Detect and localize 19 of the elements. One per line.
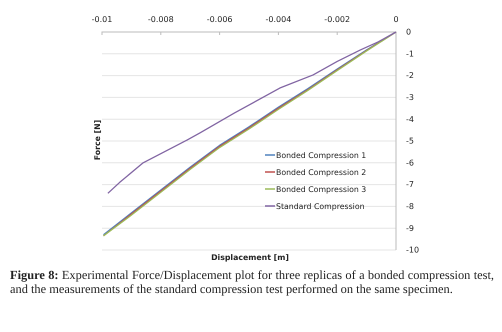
y-tick-label: -1 (406, 49, 414, 58)
caption: Figure 8: Experimental Force/Displacement plot for three replicas of a bonded compression test, and the measurements of the standard compression test performed on the same specimen. (10, 268, 494, 296)
y-tick-label: -2 (406, 71, 414, 80)
x-tick-label: -0.002 (324, 15, 350, 24)
y-tick-label: -9 (406, 224, 414, 233)
y-tick-label: -10 (406, 246, 420, 255)
x-tick-label: -0.008 (148, 15, 174, 24)
x-tick-label: 0 (393, 15, 399, 24)
y-tick-label: -5 (406, 136, 414, 146)
y-tick-label: 0 (406, 28, 412, 37)
x-tick-label: -0.004 (266, 15, 292, 24)
y-tick-label: -8 (406, 202, 414, 211)
y-tick-label: -3 (406, 92, 414, 102)
y-tick-label: -4 (406, 114, 414, 124)
y-tick-label: -7 (406, 180, 414, 190)
line-series (107, 31, 397, 194)
y-tick-label: -6 (406, 158, 414, 168)
x-tick-label: -0.01 (92, 15, 112, 24)
x-tick-label: -0.006 (206, 15, 232, 24)
